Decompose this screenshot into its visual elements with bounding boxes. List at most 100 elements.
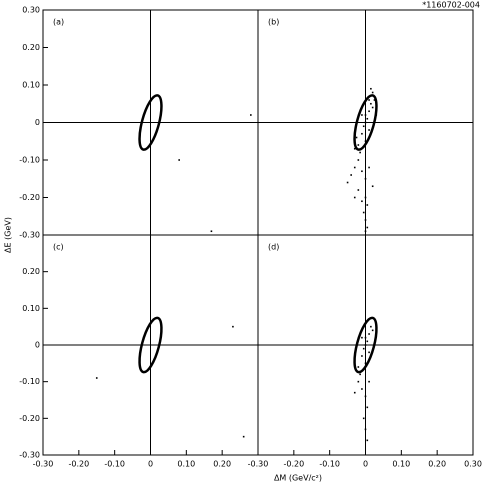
y-tick-label: -0.20 xyxy=(19,193,40,202)
x-tick-label: 0.30 xyxy=(464,460,482,469)
point xyxy=(359,151,361,154)
point xyxy=(371,106,374,109)
point xyxy=(364,219,367,221)
point xyxy=(350,174,352,176)
point xyxy=(368,380,370,383)
x-tick-label: 0.20 xyxy=(428,460,446,469)
point xyxy=(368,110,370,113)
point xyxy=(95,377,98,379)
point xyxy=(232,325,234,328)
point xyxy=(355,136,358,139)
point xyxy=(371,185,374,188)
x-tick-label: -0.30 xyxy=(248,460,269,469)
point xyxy=(364,121,367,124)
point xyxy=(357,159,360,161)
point xyxy=(370,102,372,105)
point xyxy=(357,144,360,146)
point xyxy=(361,336,363,339)
point xyxy=(364,395,367,398)
point xyxy=(364,140,367,143)
point xyxy=(359,373,361,376)
x-tick-label: 0.10 xyxy=(392,460,410,469)
point xyxy=(362,417,365,420)
y-tick-label: 0.20 xyxy=(22,267,40,276)
point xyxy=(366,204,369,206)
point xyxy=(346,181,349,184)
y-tick-label: 0.30 xyxy=(22,6,40,15)
point xyxy=(368,129,370,131)
y-tick-label: -0.30 xyxy=(19,231,40,240)
point xyxy=(357,189,360,191)
x-tick-label: 0 xyxy=(148,460,153,469)
y-tick-label: 0.20 xyxy=(22,43,40,52)
x-tick-label: -0.10 xyxy=(104,460,125,469)
point xyxy=(361,170,363,173)
point xyxy=(362,347,365,350)
point xyxy=(361,388,363,390)
panel-title: (c) xyxy=(53,243,64,252)
point xyxy=(357,366,360,368)
point xyxy=(368,333,370,335)
y-tick-label: -0.10 xyxy=(19,156,40,165)
signal-region xyxy=(353,94,378,151)
point xyxy=(366,226,369,229)
y-tick-label: 0 xyxy=(35,341,40,350)
point xyxy=(364,196,367,199)
point xyxy=(361,200,363,203)
point xyxy=(364,362,367,365)
x-tick-label: -0.10 xyxy=(319,460,340,469)
y-tick-label: -0.10 xyxy=(19,377,40,386)
point xyxy=(361,114,363,116)
point xyxy=(364,336,367,339)
point xyxy=(368,351,370,354)
x-tick-label: -0.20 xyxy=(283,460,304,469)
point xyxy=(370,325,372,328)
signal-region xyxy=(353,316,378,374)
x-tick-label: 0.20 xyxy=(213,460,231,469)
point xyxy=(368,166,370,169)
x-tick-label: 0 xyxy=(363,460,368,469)
point xyxy=(364,114,367,116)
point xyxy=(366,340,369,343)
figure-label: *1160702-004 xyxy=(422,1,480,10)
point xyxy=(178,159,180,161)
y-tick-label: 0.10 xyxy=(22,81,40,90)
point xyxy=(366,439,369,442)
y-tick-label: 0 xyxy=(35,118,40,127)
point xyxy=(364,344,367,346)
point xyxy=(370,87,372,90)
x-axis-label: ΔM (GeV/c²) xyxy=(274,474,322,483)
point xyxy=(353,196,356,199)
point xyxy=(366,117,369,120)
y-tick-label: -0.20 xyxy=(19,414,40,423)
panel-title: (a) xyxy=(53,18,64,27)
y-tick-label: -0.30 xyxy=(19,451,40,460)
point xyxy=(371,91,374,94)
point xyxy=(364,230,367,233)
point xyxy=(375,114,378,116)
signal-region xyxy=(138,94,163,151)
signal-region xyxy=(138,316,163,374)
x-tick-label: -0.30 xyxy=(33,460,54,469)
point xyxy=(250,114,252,116)
point xyxy=(353,391,356,394)
point xyxy=(371,329,374,332)
point xyxy=(364,177,367,180)
y-axis-label: ΔE (GeV) xyxy=(4,217,13,253)
point xyxy=(364,428,367,431)
panel-title: (b) xyxy=(268,18,279,27)
y-tick-label: 0.10 xyxy=(22,304,40,313)
point xyxy=(362,125,365,128)
point xyxy=(353,166,356,169)
x-tick-label: -0.20 xyxy=(68,460,89,469)
x-tick-label: 0.10 xyxy=(177,460,195,469)
point xyxy=(362,211,365,214)
point xyxy=(361,355,363,357)
point xyxy=(210,230,213,233)
point xyxy=(353,147,356,150)
point xyxy=(242,435,245,438)
point xyxy=(366,406,369,409)
point xyxy=(373,99,376,101)
point xyxy=(361,132,363,135)
